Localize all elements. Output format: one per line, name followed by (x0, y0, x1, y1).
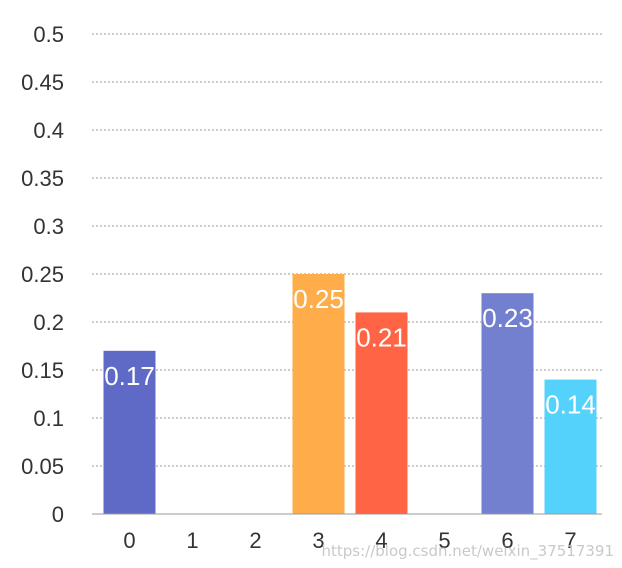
y-axis-ticks: 0 0.05 0.1 0.15 0.2 0.25 0.3 0.35 0.4 0.45 0.5 (21, 22, 64, 527)
x-tick-label: 4 (375, 528, 387, 553)
data-label-6: 0.23 (482, 303, 533, 333)
y-tick-label: 0.35 (21, 166, 64, 191)
data-label-7: 0.14 (545, 390, 596, 420)
y-tick-label: 0 (52, 502, 64, 527)
data-label-4: 0.21 (356, 322, 407, 352)
x-tick-label: 6 (501, 528, 513, 553)
bar-4 (355, 312, 408, 514)
watermark-text: https://blog.csdn.net/weixin_37517391 (321, 542, 614, 560)
y-tick-label: 0.15 (21, 358, 64, 383)
y-tick-label: 0.1 (33, 406, 64, 431)
bar-0 (103, 350, 156, 514)
x-axis-ticks: 0 1 2 3 4 5 6 7 (123, 528, 576, 553)
x-tick-label: 7 (564, 528, 576, 553)
data-label-3: 0.25 (293, 284, 344, 314)
bar-6 (481, 293, 534, 514)
y-tick-label: 0.25 (21, 262, 64, 287)
y-tick-label: 0.2 (33, 310, 64, 335)
bar-7 (544, 379, 597, 514)
x-tick-label: 0 (123, 528, 135, 553)
x-tick-label: 2 (249, 528, 261, 553)
y-tick-label: 0.45 (21, 70, 64, 95)
x-tick-label: 3 (312, 528, 324, 553)
bars (103, 274, 597, 514)
data-labels: 0.17 0.25 0.21 0.23 0.14 (104, 284, 596, 420)
bar-3 (292, 274, 345, 514)
y-tick-label: 0.05 (21, 454, 64, 479)
x-tick-label: 5 (438, 528, 450, 553)
x-tick-label: 1 (186, 528, 198, 553)
y-tick-label: 0.5 (33, 22, 64, 47)
y-tick-label: 0.3 (33, 214, 64, 239)
y-tick-label: 0.4 (33, 118, 64, 143)
data-label-0: 0.17 (104, 361, 155, 391)
